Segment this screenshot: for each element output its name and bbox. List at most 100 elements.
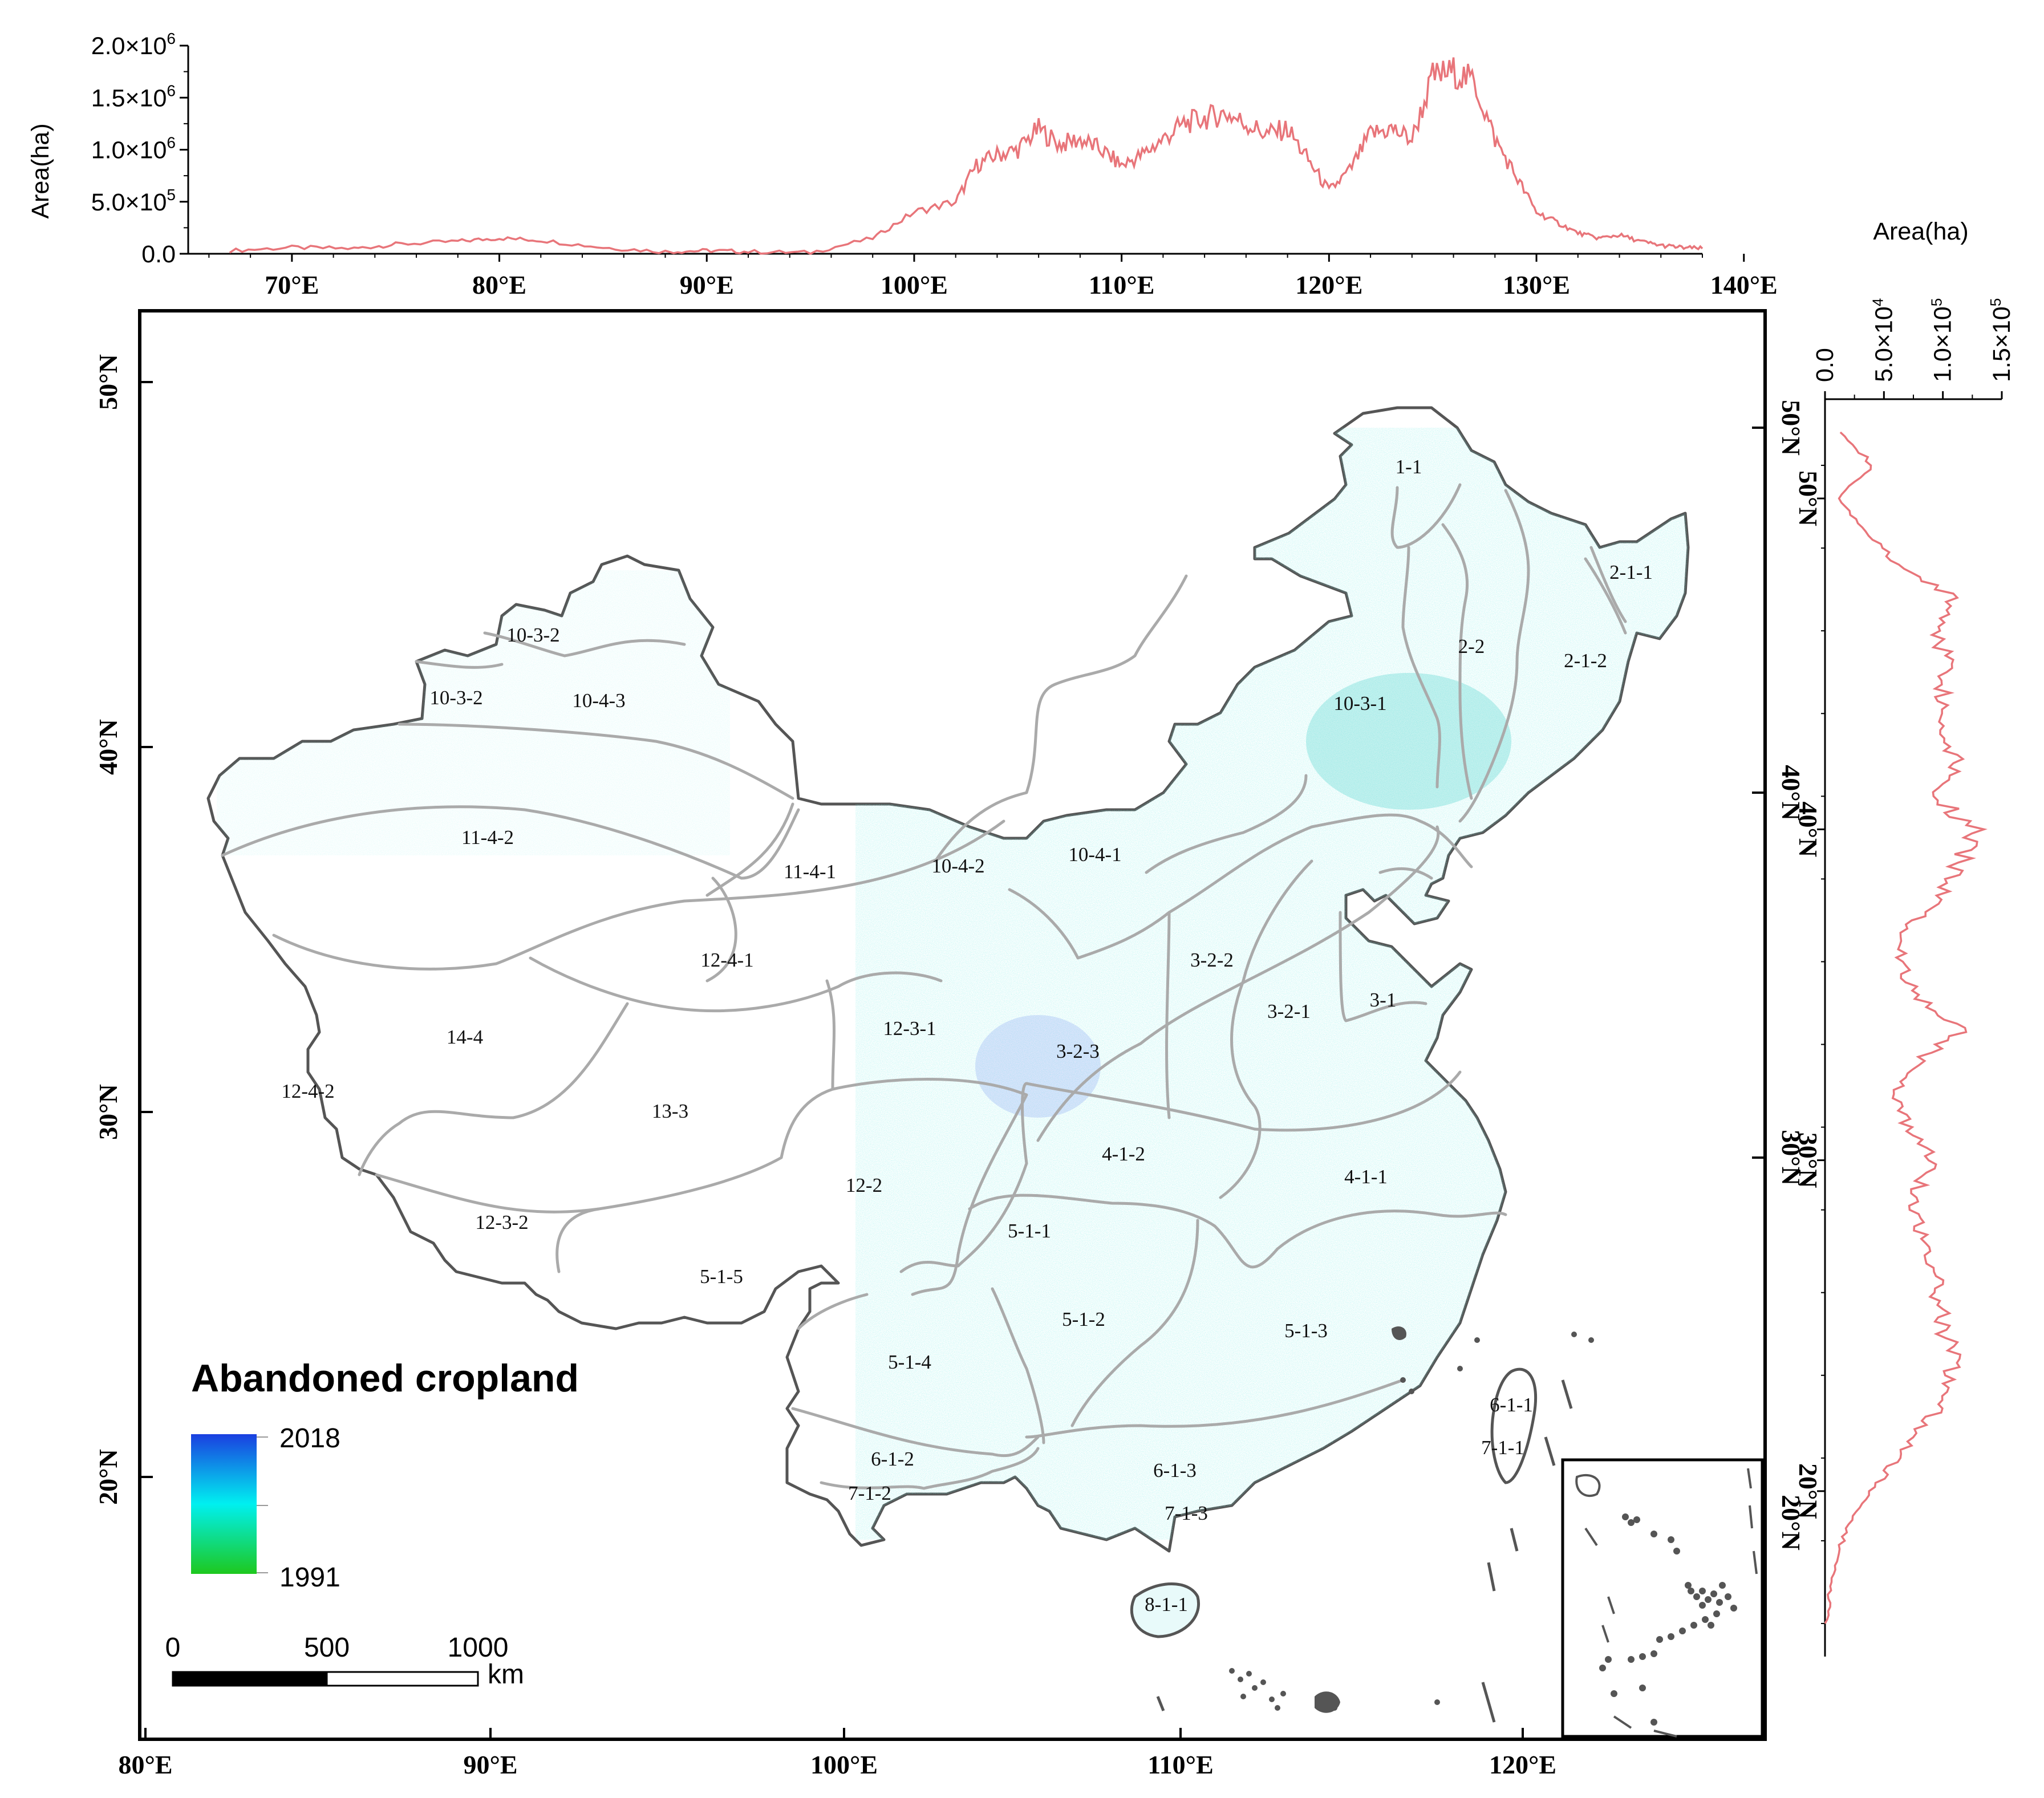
top-xtick-label: 140°E <box>1710 270 1778 299</box>
region-label: 12-3-1 <box>883 1017 936 1040</box>
region-label: 3-1 <box>1370 989 1397 1011</box>
top-ytick-label: 5.0×105 <box>91 186 176 216</box>
region-label: 8-1-1 <box>1145 1593 1188 1616</box>
map-lat-label: 30°N <box>94 1084 123 1140</box>
region-boundary <box>398 723 794 800</box>
map-lon-label: 80°E <box>118 1750 172 1779</box>
region-label: 2-1-2 <box>1564 650 1607 672</box>
region-boundary <box>1401 546 1441 789</box>
south-sea-islands <box>1156 1326 1594 1723</box>
scale-label-1000: 1000 <box>448 1633 509 1663</box>
region-boundary <box>1589 546 1627 623</box>
region-label: 5-1-5 <box>700 1265 743 1288</box>
right-xtick-label: 1.0×105 <box>1928 298 1957 382</box>
region-label: 12-4-1 <box>700 949 753 971</box>
map-lat-label: 50°N <box>94 354 123 410</box>
region-label: 10-3-1 <box>1333 692 1386 715</box>
region-boundary <box>1378 867 1433 880</box>
region-boundary <box>899 1082 1256 1273</box>
legend-min-label: 1991 <box>279 1562 340 1593</box>
region-boundary <box>1339 911 1427 1022</box>
region-boundary <box>1418 819 1473 868</box>
region-label: 11-4-2 <box>461 826 514 849</box>
map-lat-label: 20°N <box>94 1449 123 1505</box>
region-boundary <box>1390 483 1462 549</box>
top-xtick-label: 90°E <box>680 270 734 299</box>
map-lat-label-right: 40°N <box>1777 765 1806 821</box>
region-label: 2-1-1 <box>1609 561 1653 583</box>
region-boundary <box>1165 911 1171 1119</box>
top-ytick-label: 1.0×106 <box>91 134 176 164</box>
region-label: 10-4-1 <box>1068 843 1121 866</box>
region-boundary <box>820 1447 1040 1490</box>
region-label: 10-4-2 <box>931 855 984 877</box>
region-boundary <box>1036 825 1440 1142</box>
region-boundary <box>1219 859 1313 1199</box>
region-label: 10-3-2 <box>429 687 482 709</box>
region-label: 5-1-3 <box>1284 1320 1328 1342</box>
scale-unit: km <box>488 1659 524 1690</box>
region-label: 6-1-3 <box>1153 1459 1197 1482</box>
region-boundary <box>415 660 504 669</box>
right-chart-yticks: 50°N 40°N 30°N 20°N <box>1794 465 1825 1624</box>
right-ytick-label: 30°N <box>1794 1133 1823 1188</box>
region-boundaries <box>221 483 1627 1490</box>
region-boundary <box>1253 1070 1462 1132</box>
legend: Abandoned cropland 2018 1991 <box>191 1357 579 1593</box>
right-ytick-label: 40°N <box>1794 802 1823 858</box>
region-boundary <box>991 1287 1045 1444</box>
top-xtick-label: 70°E <box>265 270 319 299</box>
top-ytick-label: 0.0 <box>141 241 176 268</box>
region-label: 3-2-3 <box>1056 1040 1100 1062</box>
region-labels: 1-1 2-1-1 2-1-2 2-2 10-3-2 10-3-2 10-4-3 10-3-1… <box>281 456 1653 1616</box>
map-lat-label: 40°N <box>94 719 123 775</box>
region-boundary <box>934 574 1188 863</box>
top-xtick-label: 120°E <box>1295 270 1362 299</box>
region-boundary <box>705 876 737 983</box>
right-xtick-label: 0.0 <box>1811 348 1839 382</box>
top-chart-axes <box>187 46 1702 255</box>
region-label: 6-1-1 <box>1490 1394 1533 1416</box>
top-ytick-label: 2.0×106 <box>91 30 176 60</box>
legend-title: Abandoned cropland <box>191 1357 579 1400</box>
scale-label-500: 500 <box>304 1633 350 1663</box>
right-chart-xlabel: Area(ha) <box>1873 218 1968 245</box>
map-lon-label: 100°E <box>810 1750 878 1779</box>
region-label: 5-1-1 <box>1008 1220 1051 1242</box>
top-ytick-label: 1.5×106 <box>91 82 176 112</box>
top-chart: Area(ha) 0.0 5.0×105 1.0×106 1.5×106 2.0×106… <box>27 30 1778 299</box>
top-xtick-label: 80°E <box>472 270 526 299</box>
region-label: 1-1 <box>1396 456 1422 478</box>
legend-max-label: 2018 <box>279 1423 340 1454</box>
scale-bar: 0 500 1000 km <box>165 1633 524 1690</box>
region-label: 12-4-2 <box>281 1080 334 1102</box>
map-lon-label: 110°E <box>1147 1750 1214 1779</box>
region-label: 2-2 <box>1458 635 1485 657</box>
right-chart-series-line <box>1824 431 1988 1624</box>
region-label: 14-4 <box>447 1026 483 1048</box>
map-left-ticks: 50°N 40°N 30°N 20°N 50°N 40°N 30°N 20°N <box>94 354 1806 1551</box>
region-boundary <box>1145 774 1308 874</box>
south-china-sea-inset <box>1561 1458 1764 1738</box>
region-boundary <box>358 1002 629 1176</box>
right-chart-xticks: 0.0 5.0×104 1.0×105 1.5×105 <box>1811 298 2015 399</box>
region-label: 4-1-2 <box>1102 1143 1145 1165</box>
region-label: 6-1-2 <box>871 1448 914 1470</box>
region-label: 11-4-1 <box>784 861 836 883</box>
right-ytick-label: 20°N <box>1794 1463 1823 1519</box>
region-label: 10-4-3 <box>572 689 625 712</box>
region-boundary <box>1441 523 1473 800</box>
map-lat-label-right: 20°N <box>1777 1495 1806 1551</box>
right-chart: Area(ha) 0.0 5.0×104 1.0×105 1.5×105 50°N 40… <box>1794 218 2015 1657</box>
region-label: 12-2 <box>846 1174 882 1196</box>
region-label: 12-3-2 <box>475 1211 528 1233</box>
right-xtick-label: 1.5×105 <box>1987 298 2015 382</box>
region-boundary <box>797 1293 869 1330</box>
top-chart-yticks: 0.0 5.0×105 1.0×106 1.5×106 2.0×106 <box>91 30 188 268</box>
region-boundary <box>1584 557 1627 635</box>
map-lon-label: 90°E <box>463 1750 517 1779</box>
region-label: 7-1-1 <box>1481 1436 1524 1459</box>
map-panel: 50°N 40°N 30°N 20°N 50°N 40°N 30°N 20°N 80°E 90°… <box>94 309 1806 1779</box>
top-xtick-label: 130°E <box>1503 270 1570 299</box>
